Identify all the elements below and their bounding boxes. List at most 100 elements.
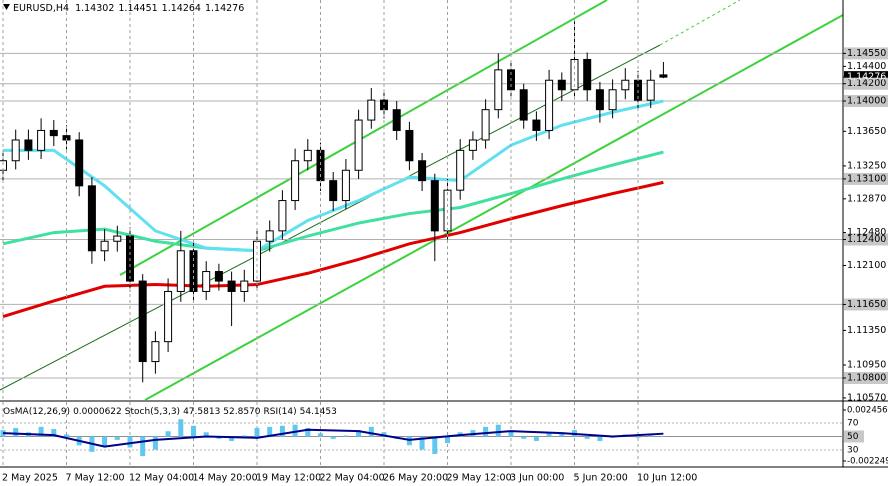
ohlc: 1.14302 bbox=[75, 3, 114, 14]
osma-bar bbox=[597, 436, 603, 441]
ohlc: 1.14451 bbox=[118, 3, 157, 14]
osma-bar bbox=[305, 427, 311, 437]
osma-bar bbox=[140, 436, 146, 457]
candle-body bbox=[595, 89, 604, 111]
osma-bar bbox=[432, 436, 438, 454]
osma-bar bbox=[241, 435, 247, 437]
candle-body bbox=[468, 139, 477, 151]
x-tick-label: 2 May 2025 bbox=[2, 473, 58, 484]
level-box bbox=[844, 298, 888, 311]
candle-body bbox=[291, 160, 300, 202]
candle-body bbox=[265, 230, 274, 242]
osma-bar bbox=[584, 436, 590, 439]
candle-body bbox=[329, 180, 338, 202]
candle-body bbox=[519, 89, 528, 121]
osma-bar bbox=[356, 430, 362, 437]
x-tick-label: 22 May 04:00 bbox=[320, 473, 385, 484]
candle-body bbox=[557, 79, 566, 91]
osma-bar bbox=[559, 432, 565, 437]
rsi-value: 54.1453 bbox=[300, 407, 337, 417]
candle-body bbox=[11, 139, 20, 162]
osma-bar bbox=[546, 433, 552, 437]
x-tick-label: 3 Jun 00:00 bbox=[510, 473, 564, 484]
candle-body bbox=[405, 129, 414, 162]
level-box bbox=[844, 77, 888, 90]
candle-body bbox=[354, 119, 363, 171]
osma-bar bbox=[381, 432, 387, 437]
candle-body bbox=[113, 235, 122, 242]
level-box bbox=[844, 95, 888, 108]
osma-bar bbox=[152, 436, 158, 450]
moving-average bbox=[2, 180, 664, 318]
level-box bbox=[844, 372, 888, 385]
candle-body bbox=[24, 139, 33, 151]
y-tick-label: 1.13250 bbox=[847, 160, 886, 171]
osma-bar bbox=[203, 432, 209, 437]
osma-name: OsMA(12,26,9) bbox=[3, 407, 70, 417]
candle-body bbox=[545, 79, 554, 131]
candle-body bbox=[646, 79, 655, 101]
x-tick-label: 5 Jun 20:00 bbox=[574, 473, 628, 484]
y-tick-label: 1.12480 bbox=[847, 227, 886, 238]
y-tick-label: 1.13650 bbox=[847, 126, 886, 137]
y-tick-label: 1.10800 bbox=[847, 373, 886, 384]
osma-bar bbox=[38, 426, 44, 437]
x-tick-label: 12 May 04:00 bbox=[129, 473, 194, 484]
candle-body bbox=[341, 169, 350, 202]
osma-bar bbox=[127, 436, 133, 448]
osma-bar bbox=[13, 427, 19, 437]
x-tick-label: 26 May 20:00 bbox=[383, 473, 448, 484]
stoch-value: 52.8570 bbox=[223, 407, 260, 417]
candle-body bbox=[176, 250, 185, 292]
chart-header: EURUSD,H4 1.14302 1.14451 1.14264 1.14276 bbox=[13, 3, 244, 14]
osma-bar bbox=[508, 431, 514, 437]
osma-bar bbox=[406, 436, 412, 446]
y-tick-label: 50 bbox=[847, 432, 859, 442]
y-tick-label: 1.14200 bbox=[847, 78, 886, 89]
trend-line bbox=[0, 44, 661, 391]
osma-bar bbox=[419, 436, 425, 450]
candle-body bbox=[430, 180, 439, 232]
osma-bar bbox=[648, 435, 654, 437]
candle-body bbox=[151, 341, 160, 363]
candle-body bbox=[583, 58, 592, 91]
candle-body bbox=[303, 149, 312, 162]
x-tick-label: 10 Jun 12:00 bbox=[637, 473, 697, 484]
rsi-name: RSI(14) bbox=[264, 407, 297, 417]
candle-body bbox=[392, 109, 401, 131]
osma-bar bbox=[343, 435, 349, 437]
osma-bar bbox=[660, 435, 666, 437]
candle-body bbox=[49, 129, 58, 137]
x-tick-label: 14 May 20:00 bbox=[193, 473, 258, 484]
candle-body bbox=[659, 74, 668, 78]
symbol: EURUSD,H4 bbox=[13, 3, 69, 14]
channel-line bbox=[119, 0, 608, 276]
candle-body bbox=[214, 271, 223, 282]
y-tick-label: 0.0024562 bbox=[847, 406, 888, 416]
osma-bar bbox=[635, 436, 641, 438]
osma-bar bbox=[191, 425, 196, 437]
osma-bar bbox=[483, 426, 489, 437]
ohlc: 1.14276 bbox=[205, 3, 244, 14]
candle-body bbox=[100, 240, 109, 252]
x-tick-label: 19 May 12:00 bbox=[256, 473, 321, 484]
x-tick-label: 7 May 12:00 bbox=[66, 473, 125, 484]
candle-body bbox=[227, 280, 236, 292]
y-tick-label: -0.0022493 bbox=[847, 456, 888, 466]
osma-bar bbox=[521, 436, 527, 439]
y-tick-label: 1.12870 bbox=[847, 193, 886, 204]
candle-body bbox=[278, 200, 287, 232]
main-panel bbox=[0, 0, 843, 400]
channel-line bbox=[144, 14, 843, 400]
trend-line bbox=[659, 0, 741, 46]
y-tick-label: 1.13100 bbox=[847, 173, 886, 184]
osma-bar bbox=[102, 436, 108, 447]
y-tick-label: 30 bbox=[847, 445, 859, 455]
osma-bar bbox=[64, 434, 69, 437]
level-box bbox=[844, 233, 888, 246]
rsi-line bbox=[2, 428, 664, 448]
y-tick-label: 1.10570 bbox=[847, 392, 886, 403]
y-tick-label: 1.14000 bbox=[847, 96, 886, 107]
level-box bbox=[844, 47, 888, 60]
